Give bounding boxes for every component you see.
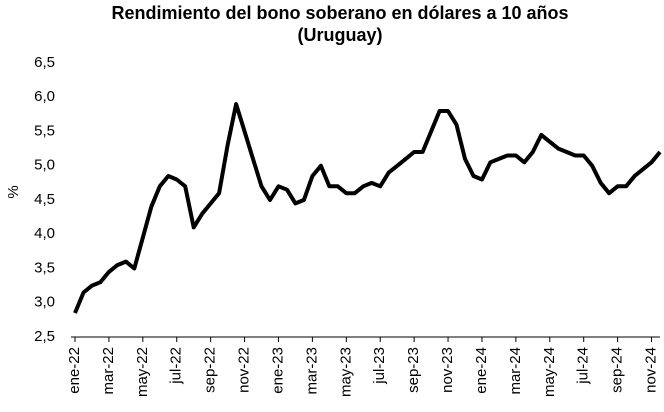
y-tick-label: 4,5: [34, 191, 55, 208]
x-tick-label: sep-22: [202, 347, 219, 393]
x-tick-label: may-23: [337, 347, 354, 397]
x-tick-label: nov-23: [439, 347, 456, 393]
chart-title: Rendimiento del bono soberano en dólares…: [111, 3, 568, 23]
x-tick-label: mar-23: [303, 347, 320, 395]
x-tick-label: mar-24: [507, 347, 524, 395]
chart-title: (Uruguay): [298, 25, 383, 45]
y-tick-label: 6,5: [34, 54, 55, 71]
y-tick-label: 3,0: [34, 294, 55, 311]
x-tick-label: jul-23: [371, 347, 388, 385]
x-tick-label: may-24: [541, 347, 558, 397]
y-tick-label: 3,5: [34, 259, 55, 276]
x-tick-label: ene-23: [269, 347, 286, 394]
x-tick-label: ene-22: [66, 347, 83, 394]
x-tick-label: nov-24: [642, 347, 659, 393]
y-tick-label: 6,0: [34, 88, 55, 105]
y-tick-label: 5,0: [34, 157, 55, 174]
y-tick-label: 4,0: [34, 225, 55, 242]
y-tick-label: 2,5: [34, 328, 55, 345]
x-tick-label: sep-24: [609, 347, 626, 393]
x-tick-label: mar-22: [100, 347, 117, 395]
x-tick-label: jul-22: [168, 347, 185, 385]
line: [73, 102, 662, 314]
x-tick-label: nov-22: [236, 347, 253, 393]
x-tick-label: sep-23: [405, 347, 422, 393]
x-tick-label: jul-24: [575, 347, 592, 385]
x-tick-label: may-22: [134, 347, 151, 397]
y-axis-label: %: [5, 185, 22, 198]
y-tick-label: 5,5: [34, 122, 55, 139]
x-tick-label: ene-24: [473, 347, 490, 394]
